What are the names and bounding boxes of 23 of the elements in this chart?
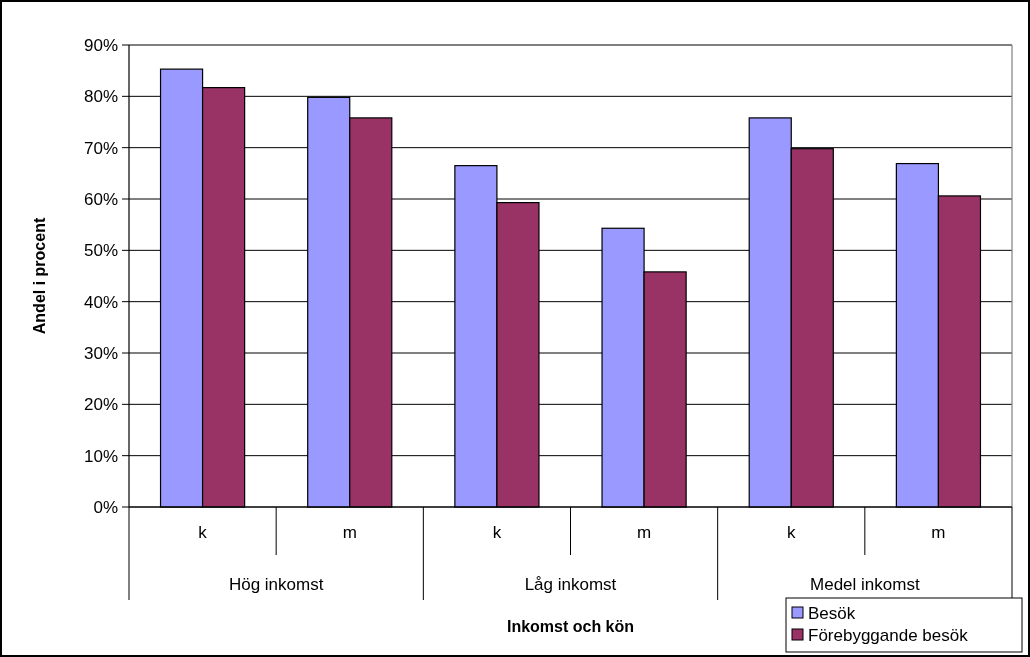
y-tick-label: 70% (83, 138, 118, 158)
text: Hög inkomst (228, 575, 324, 594)
y-axis-title: Andel i procent (31, 217, 48, 335)
y-tick-label: 90% (83, 35, 118, 55)
x-tick-label: k (787, 523, 796, 542)
legend-label: Förebyggande besök (808, 625, 969, 645)
y-tick-label: 80% (83, 87, 118, 107)
text: Medel inkomst (810, 575, 920, 594)
y-tick-label: 60% (83, 189, 118, 209)
x-tick-label: k (198, 523, 208, 542)
x-tick-label: m (931, 523, 946, 542)
x-axis-title: Inkomst och kön (506, 618, 635, 635)
y-tick-label: 20% (83, 395, 118, 415)
text: Låg inkomst (524, 575, 617, 594)
legend-label: Besök (808, 603, 856, 623)
y-tick-label: 50% (83, 241, 118, 261)
y-tick-label: 40% (83, 292, 118, 312)
y-tick-label: 0% (93, 497, 118, 517)
x-tick-label: m (637, 523, 652, 542)
x-tick-label: k (492, 523, 502, 542)
y-tick-label: 10% (83, 446, 118, 466)
y-tick-label: 30% (83, 343, 118, 363)
x-tick-label: m (342, 523, 357, 542)
